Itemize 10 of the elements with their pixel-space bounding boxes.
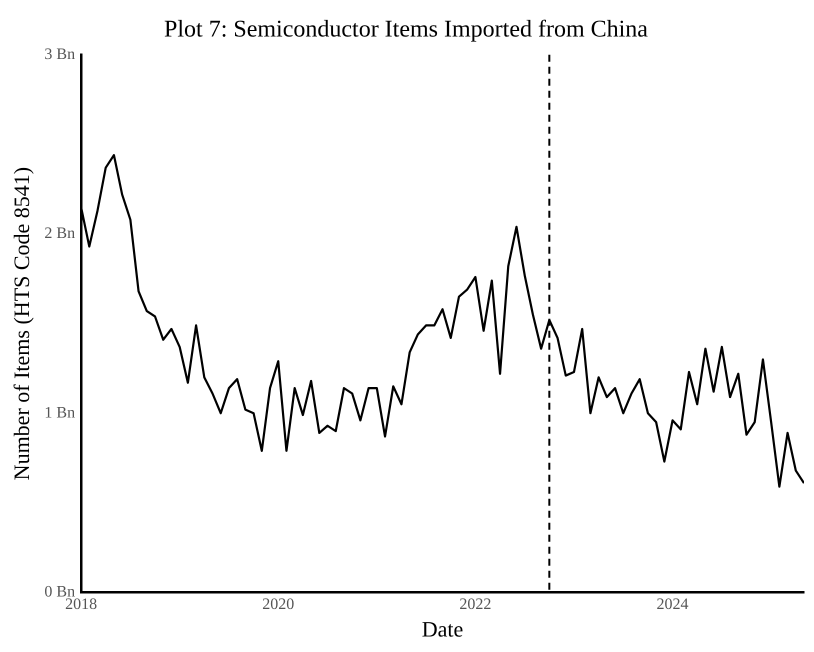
y-tick-label: 2 Bn [44,225,76,242]
x-tick-label: 2022 [459,596,492,614]
chart-title: Plot 7: Semiconductor Items Imported from China [164,16,648,43]
y-axis-title: Number of Items (HTS Code 8541) [8,166,34,480]
y-tick-label: 3 Bn [44,46,76,64]
x-axis-title: Date [422,616,464,642]
y-tick-label: 1 Bn [44,404,76,422]
x-tick-label: 2024 [656,596,689,614]
x-tick-label: 2020 [262,596,294,614]
x-tick-label: 2018 [65,596,98,614]
